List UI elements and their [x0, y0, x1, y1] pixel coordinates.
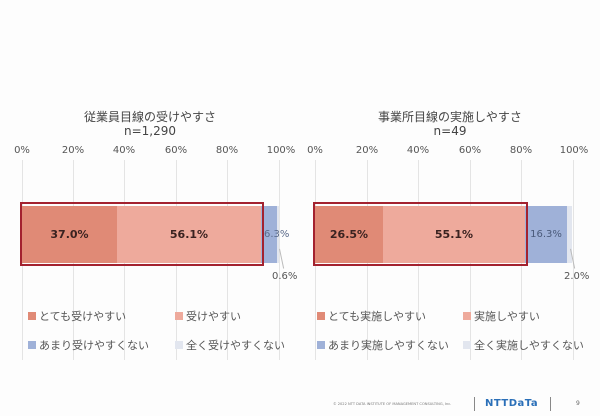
label-not-at-all: 0.6%	[272, 271, 298, 282]
tick-20: 20%	[61, 145, 85, 156]
label-not-at-all: 2.0%	[564, 271, 590, 282]
footer: © 2022 NTT DATA INSTITUTE OF MANAGEMENT …	[0, 395, 600, 415]
divider	[550, 397, 551, 411]
tick-100: 100%	[559, 145, 589, 156]
swatch-icon	[175, 312, 183, 320]
tick-20: 20%	[355, 145, 379, 156]
legend-item: 全く受けやすくない	[175, 337, 285, 353]
legend-label: あまり実施しやすくない	[328, 339, 449, 352]
legend-label: 全く受けやすくない	[186, 339, 285, 352]
legend-label: 実施しやすい	[474, 310, 540, 323]
swatch-icon	[28, 341, 36, 349]
left-chart-n: n=1,290	[123, 124, 176, 138]
tick-60: 60%	[164, 145, 188, 156]
swatch-icon	[463, 312, 471, 320]
tick-60: 60%	[458, 145, 482, 156]
legend-item: あまり受けやすくない	[28, 337, 149, 353]
right-chart-title: 事業所目線の実施しやすさ	[378, 110, 522, 124]
legend-label: とても実施しやすい	[328, 310, 427, 323]
tick-80: 80%	[215, 145, 239, 156]
legend-label: とても受けやすい	[39, 310, 127, 323]
swatch-icon	[463, 341, 471, 349]
legend-item: とても受けやすい	[28, 308, 126, 324]
tick-80: 80%	[509, 145, 533, 156]
gridline	[279, 160, 280, 360]
copyright-text: © 2022 NTT DATA INSTITUTE OF MANAGEMENT …	[333, 402, 452, 406]
legend-item: 実施しやすい	[463, 308, 540, 324]
highlight-outline	[20, 202, 264, 266]
legend-item: 全く実施しやすくない	[463, 337, 584, 353]
tick-0: 0%	[307, 145, 323, 156]
legend-label: 全く実施しやすくない	[474, 339, 584, 352]
label-not-very-easy: 6.3%	[264, 229, 290, 240]
right-chart: 事業所目線の実施しやすさ n=49 0% 20% 40% 60% 80% 100…	[300, 0, 600, 380]
segment-not-at-all	[277, 206, 279, 263]
tick-40: 40%	[112, 145, 136, 156]
right-chart-n: n=49	[433, 124, 467, 138]
right-legend: とても実施しやすい 実施しやすい あまり実施しやすくない 全く実施しやすくない	[300, 308, 600, 358]
legend-item: とても実施しやすい	[317, 308, 426, 324]
left-stacked-bar: 37.0% 56.1%	[22, 206, 279, 263]
swatch-icon	[175, 341, 183, 349]
segment-not-very-easy	[261, 206, 277, 263]
legend-item: 受けやすい	[175, 308, 241, 324]
divider	[474, 397, 475, 411]
highlight-outline	[313, 202, 528, 266]
segment-not-very-easy: 16.3%	[525, 206, 567, 263]
right-stacked-bar: 26.5% 55.1% 16.3%	[315, 206, 573, 263]
segment-very-easy: 37.0%	[22, 206, 117, 263]
legend-label: 受けやすい	[186, 310, 241, 323]
tick-40: 40%	[406, 145, 430, 156]
legend-item: あまり実施しやすくない	[317, 337, 449, 353]
left-chart: 従業員目線の受けやすさ n=1,290 0% 20% 40% 60% 80% 1…	[0, 0, 300, 380]
page-number: 9	[576, 400, 580, 407]
swatch-icon	[317, 312, 325, 320]
segment-very-easy: 26.5%	[315, 206, 383, 263]
tick-100: 100%	[266, 145, 296, 156]
swatch-icon	[317, 341, 325, 349]
company-logo: NTTDaTa	[485, 398, 539, 409]
segment-easy: 55.1%	[383, 206, 525, 263]
segment-not-at-all	[567, 206, 572, 263]
segment-easy: 56.1%	[117, 206, 261, 263]
legend-label: あまり受けやすくない	[39, 339, 149, 352]
swatch-icon	[28, 312, 36, 320]
left-chart-title: 従業員目線の受けやすさ	[83, 110, 216, 124]
tick-0: 0%	[14, 145, 30, 156]
left-legend: とても受けやすい 受けやすい あまり受けやすくない 全く受けやすくない	[0, 308, 300, 358]
